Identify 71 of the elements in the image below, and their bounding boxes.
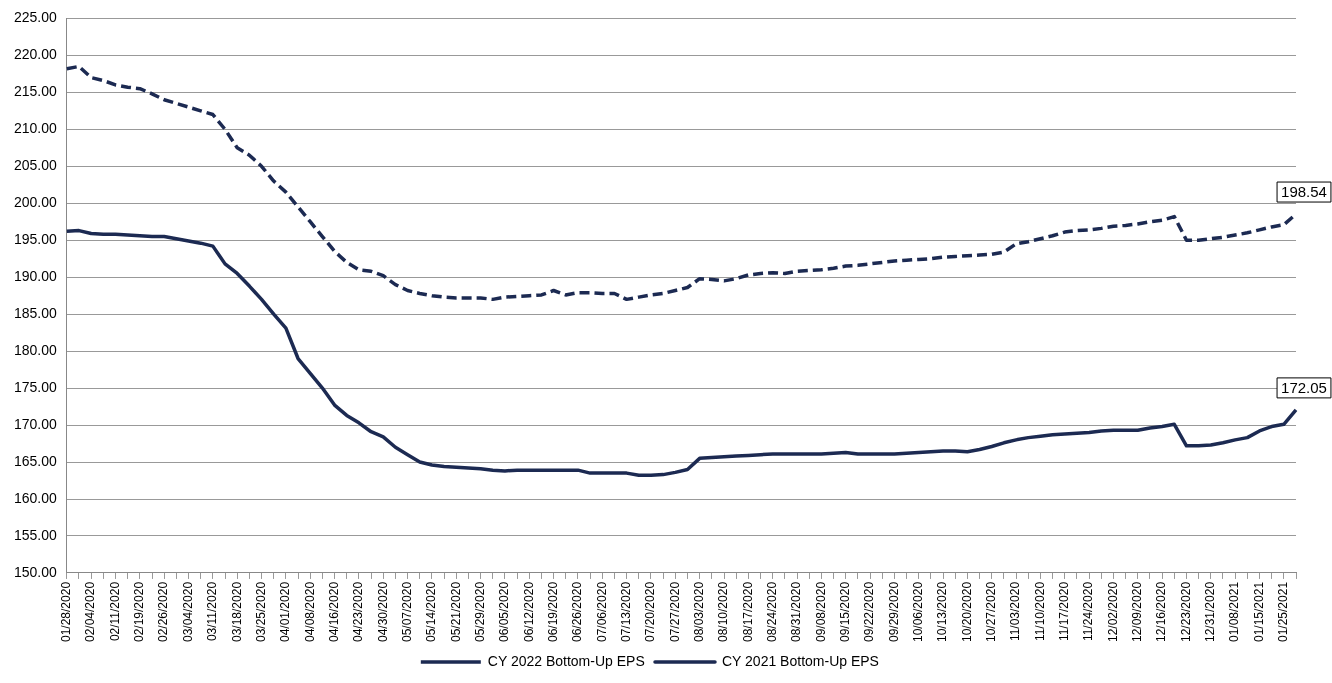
x-tick-label: 08/24/2020 bbox=[765, 581, 779, 642]
x-tick-label: 02/04/2020 bbox=[83, 581, 98, 642]
x-tick-label: 02/26/2020 bbox=[156, 581, 171, 642]
x-tick-label: 09/08/2020 bbox=[813, 581, 828, 642]
x-tick-label: 04/30/2020 bbox=[375, 581, 390, 642]
x-tick-label: 12/31/2020 bbox=[1203, 581, 1218, 642]
x-tick-label: 11/24/2020 bbox=[1081, 581, 1096, 642]
y-tick-label: 170.00 bbox=[13, 415, 58, 432]
data-label: 172.05 bbox=[1281, 379, 1327, 397]
x-tick-label: 05/14/2020 bbox=[424, 581, 439, 642]
x-tick-label: 05/21/2020 bbox=[448, 581, 463, 642]
x-tick-label: 10/27/2020 bbox=[984, 581, 999, 642]
y-tick-label: 220.00 bbox=[13, 46, 58, 63]
x-tick-label: 08/03/2020 bbox=[691, 581, 706, 642]
x-tick-label: 06/12/2020 bbox=[521, 581, 536, 642]
x-tick-label: 05/07/2020 bbox=[399, 581, 414, 642]
x-tick-label: 03/18/2020 bbox=[229, 581, 244, 642]
x-tick-label: 10/13/2020 bbox=[935, 581, 950, 642]
x-tick-label: 02/11/2020 bbox=[107, 581, 122, 642]
x-tick-label: 03/11/2020 bbox=[205, 581, 220, 642]
x-tick-label: 09/15/2020 bbox=[838, 581, 853, 642]
y-tick-label: 190.00 bbox=[13, 268, 58, 285]
x-tick-label: 04/08/2020 bbox=[302, 581, 317, 642]
x-tick-label: 04/16/2020 bbox=[326, 581, 341, 642]
x-tick-label: 01/28/2020 bbox=[59, 581, 74, 642]
x-tick-label: 12/16/2020 bbox=[1154, 581, 1169, 642]
x-tick-label: 03/25/2020 bbox=[253, 581, 268, 642]
x-tick-label: 09/29/2020 bbox=[886, 581, 901, 642]
y-tick-label: 225.00 bbox=[13, 9, 58, 26]
y-tick-label: 155.00 bbox=[13, 526, 58, 543]
x-tick-label: 12/23/2020 bbox=[1178, 581, 1193, 642]
y-tick-label: 210.00 bbox=[13, 120, 58, 137]
x-tick-label: 04/23/2020 bbox=[351, 581, 366, 642]
x-tick-label: 07/13/2020 bbox=[618, 581, 633, 642]
x-tick-label: 11/03/2020 bbox=[1008, 581, 1023, 642]
y-tick-label: 175.00 bbox=[13, 378, 58, 395]
x-tick-label: 07/27/2020 bbox=[667, 581, 682, 642]
x-tick-label: 12/09/2020 bbox=[1130, 581, 1145, 642]
x-tick-label: 05/29/2020 bbox=[472, 581, 487, 642]
data-label: 198.54 bbox=[1281, 183, 1327, 201]
x-tick-label: 06/19/2020 bbox=[545, 581, 560, 642]
x-tick-label: 02/19/2020 bbox=[132, 581, 147, 642]
y-tick-label: 165.00 bbox=[13, 452, 58, 469]
y-tick-label: 200.00 bbox=[13, 194, 58, 211]
x-tick-label: 06/05/2020 bbox=[497, 581, 512, 642]
y-tick-label: 195.00 bbox=[13, 231, 58, 248]
x-tick-label: 08/10/2020 bbox=[716, 581, 731, 642]
x-tick-label: 04/01/2020 bbox=[278, 581, 293, 642]
x-tick-label: 07/06/2020 bbox=[594, 581, 609, 642]
legend-label: CY 2022 Bottom-Up EPS bbox=[487, 652, 645, 669]
x-tick-label: 01/25/2021 bbox=[1276, 581, 1291, 642]
x-tick-label: 10/06/2020 bbox=[911, 581, 926, 642]
x-tick-label: 09/22/2020 bbox=[862, 581, 877, 642]
x-tick-label: 11/10/2020 bbox=[1032, 581, 1047, 642]
x-tick-label: 01/08/2021 bbox=[1227, 581, 1242, 642]
x-tick-label: 08/17/2020 bbox=[740, 581, 755, 642]
x-tick-label: 08/31/2020 bbox=[789, 581, 804, 642]
y-tick-label: 160.00 bbox=[13, 489, 58, 506]
legend-label: CY 2021 Bottom-Up EPS bbox=[722, 652, 879, 669]
x-tick-label: 11/17/2020 bbox=[1057, 581, 1072, 642]
x-tick-label: 06/26/2020 bbox=[570, 581, 585, 642]
y-tick-label: 150.00 bbox=[13, 563, 58, 580]
x-tick-label: 07/20/2020 bbox=[643, 581, 658, 642]
y-tick-label: 215.00 bbox=[13, 83, 58, 100]
x-tick-label: 01/15/2021 bbox=[1251, 581, 1266, 642]
y-tick-label: 185.00 bbox=[13, 305, 58, 322]
x-tick-label: 10/20/2020 bbox=[959, 581, 974, 642]
x-tick-label: 03/04/2020 bbox=[180, 581, 195, 642]
x-tick-label: 12/02/2020 bbox=[1105, 581, 1120, 642]
y-tick-label: 180.00 bbox=[13, 341, 58, 358]
y-tick-label: 205.00 bbox=[13, 157, 58, 174]
